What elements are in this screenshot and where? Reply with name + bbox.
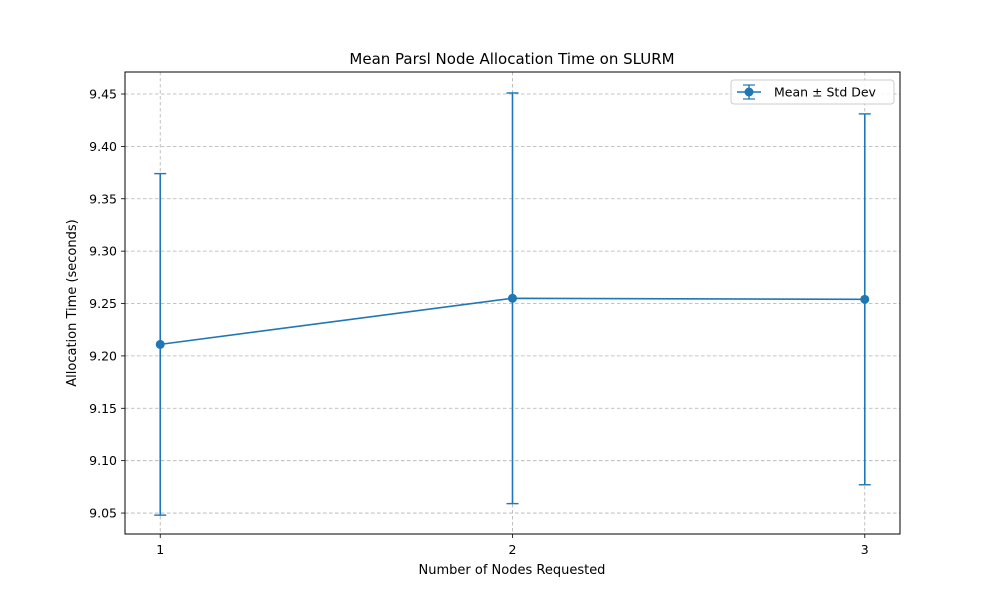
data-point — [508, 293, 517, 303]
plot-frame — [124, 71, 901, 535]
legend-box — [730, 79, 895, 105]
y-tick-label: 9.15 — [89, 401, 117, 416]
x-tick-label: 2 — [509, 542, 517, 557]
y-tick-label: 9.20 — [89, 348, 117, 363]
data-point — [155, 339, 165, 349]
y-axis-label: Allocation Time (seconds) — [65, 219, 80, 386]
series-group — [154, 92, 871, 516]
legend-label: Mean ± Std Dev — [774, 85, 877, 100]
y-tick-label: 9.05 — [89, 506, 117, 521]
y-tick-label: 9.35 — [89, 191, 117, 206]
legend-marker — [744, 87, 754, 97]
y-tick-label: 9.45 — [89, 87, 117, 102]
y-tick-label: 9.40 — [89, 139, 117, 154]
x-tick-label: 3 — [861, 542, 869, 557]
y-tick-label: 9.10 — [89, 453, 117, 468]
chart-title: Mean Parsl Node Allocation Time on SLURM — [349, 50, 674, 68]
y-tick-label: 9.25 — [89, 296, 117, 311]
x-tick-label: 1 — [156, 542, 164, 557]
legend: Mean ± Std Dev — [730, 79, 895, 105]
axis-ticks: 9.05 9.10 9.15 9.20 9.25 9.30 9.35 9.40 9.45 1 2 3 — [89, 87, 869, 558]
data-point — [860, 294, 870, 304]
x-axis-label: Number of Nodes Requested — [419, 563, 606, 578]
y-tick-label: 9.30 — [89, 244, 117, 259]
